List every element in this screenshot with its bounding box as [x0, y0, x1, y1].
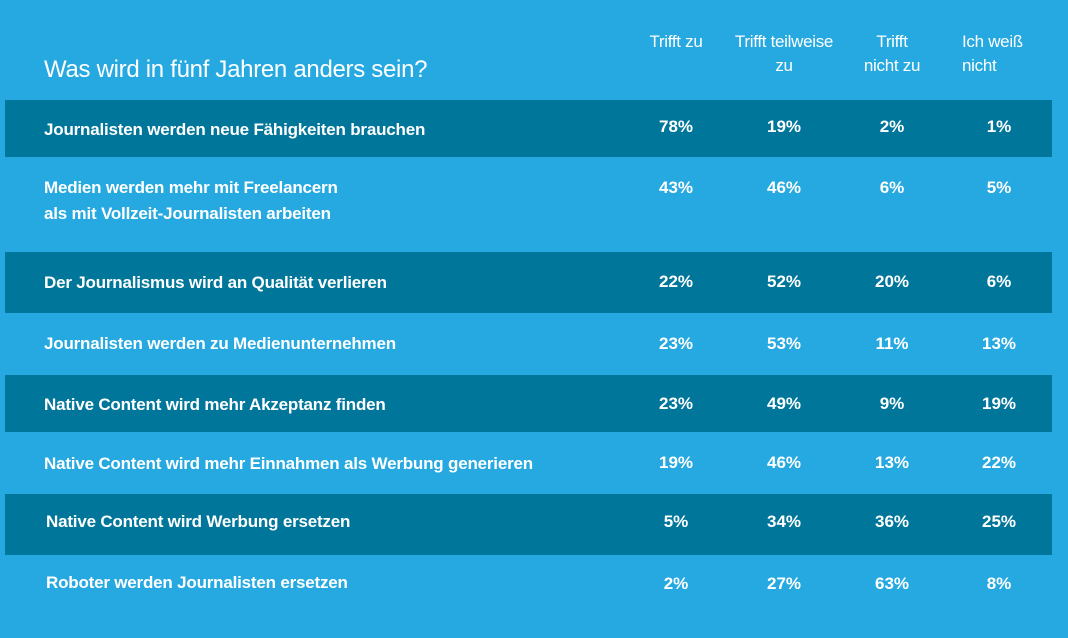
row-label-line: Native Content wird mehr Einnahmen als W… [44, 454, 533, 473]
table-title: Was wird in fünf Jahren anders sein? [44, 56, 428, 83]
value-cell: 2% [663, 574, 689, 593]
row-label-line: Journalisten werden zu Medienunternehmen [44, 334, 396, 353]
column-header-line: Trifft zu [649, 32, 703, 51]
value-cell: 22% [658, 272, 694, 291]
row-label: Native Content wird Werbung ersetzen [46, 509, 350, 535]
row-label: Journalisten werden zu Medienunternehmen [44, 331, 396, 357]
row-label-line: Der Journalismus wird an Qualität verlie… [44, 273, 387, 292]
value-cell: 23% [658, 334, 694, 353]
column-header: Trifft teilweise zu [719, 30, 849, 78]
column-header: Ich weiß nicht [962, 30, 1052, 78]
row-label: Roboter werden Journalisten ersetzen [46, 570, 348, 596]
value-cell: 8% [986, 574, 1012, 593]
value-cell: 34% [766, 512, 802, 531]
value-cell: 2% [879, 117, 905, 136]
value-cell: 22% [981, 453, 1017, 472]
value-cell: 5% [663, 512, 689, 531]
row-label-line: Medien werden mehr mit Freelancern [44, 178, 338, 197]
row-label: Journalisten werden neue Fähigkeiten bra… [44, 117, 425, 143]
column-header-line: nicht zu [863, 56, 921, 75]
value-cell: 27% [766, 574, 802, 593]
value-cell: 1% [986, 117, 1012, 136]
row-band [5, 252, 1052, 313]
row-band [5, 375, 1052, 432]
value-cell: 49% [766, 394, 802, 413]
row-label: Der Journalismus wird an Qualität verlie… [44, 270, 387, 296]
value-cell: 13% [874, 453, 910, 472]
value-cell: 6% [879, 178, 905, 197]
column-header: Trifft zu [636, 30, 716, 54]
row-label: Medien werden mehr mit Freelancern als mi… [44, 175, 338, 227]
value-cell: 19% [658, 453, 694, 472]
row-label-line: als mit Vollzeit-Journalisten arbeiten [44, 204, 331, 223]
column-header-line: Ich weiß [962, 32, 1023, 51]
value-cell: 23% [658, 394, 694, 413]
value-cell: 46% [766, 178, 802, 197]
column-header-line: zu [775, 56, 793, 75]
row-label-line: Native Content wird Werbung ersetzen [46, 512, 351, 531]
value-cell: 9% [879, 394, 905, 413]
row-label: Native Content wird mehr Einnahmen als W… [44, 451, 533, 477]
value-cell: 20% [874, 272, 910, 291]
column-header-line: nicht [962, 56, 997, 75]
value-cell: 11% [875, 334, 909, 353]
value-cell: 53% [766, 334, 802, 353]
value-cell: 52% [766, 272, 802, 291]
row-label-line: Journalisten werden neue Fähigkeiten bra… [44, 120, 426, 139]
value-cell: 46% [766, 453, 802, 472]
row-label-line: Native Content wird mehr Akzeptanz finde… [44, 395, 386, 414]
value-cell: 63% [874, 574, 910, 593]
value-cell: 13% [981, 334, 1017, 353]
column-header-line: Trifft [876, 32, 908, 51]
value-cell: 36% [874, 512, 910, 531]
value-cell: 25% [981, 512, 1017, 531]
row-label: Native Content wird mehr Akzeptanz finde… [44, 392, 386, 418]
value-cell: 43% [658, 178, 694, 197]
row-label-line: Roboter werden Journalisten ersetzen [46, 573, 348, 592]
value-cell: 5% [986, 178, 1012, 197]
value-cell: 6% [986, 272, 1012, 291]
column-header: Trifft nicht zu [847, 30, 937, 78]
value-cell: 19% [981, 394, 1017, 413]
value-cell: 19% [766, 117, 802, 136]
value-cell: 78% [658, 117, 694, 136]
row-band [5, 100, 1052, 157]
row-band [5, 494, 1052, 555]
column-header-line: Trifft teilweise [734, 32, 834, 51]
